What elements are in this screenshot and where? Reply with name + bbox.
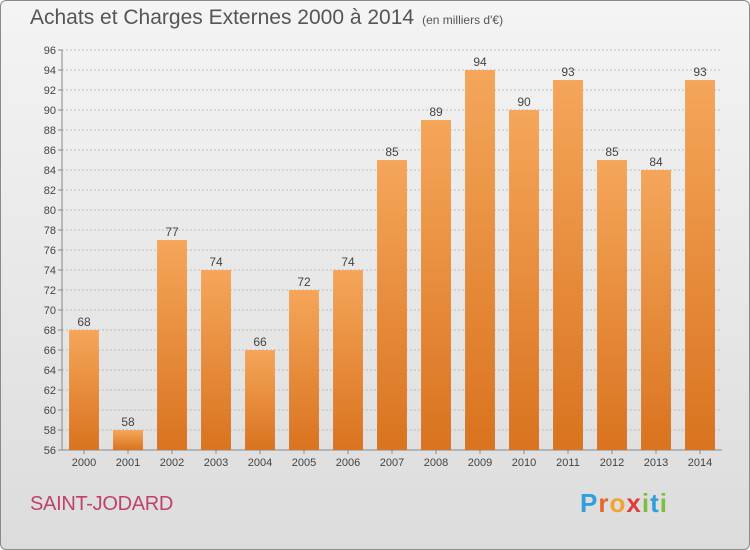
- x-tick-label: 2003: [204, 457, 228, 469]
- logo-letter: i: [641, 488, 651, 518]
- y-tick-label: 80: [44, 205, 56, 217]
- x-tick-label: 2013: [644, 457, 668, 469]
- x-tick-label: 2010: [512, 457, 536, 469]
- chart-unit: (en milliers d'€): [422, 13, 504, 27]
- x-tick-label: 2001: [116, 457, 140, 469]
- y-tick-label: 62: [44, 385, 56, 397]
- bar: [509, 110, 539, 450]
- bar: [69, 330, 99, 450]
- x-tick-label: 2007: [380, 457, 404, 469]
- x-tick-label: 2002: [160, 457, 184, 469]
- bar: [553, 80, 583, 450]
- y-tick-label: 82: [44, 185, 56, 197]
- x-tick-label: 2006: [336, 457, 360, 469]
- y-axis-ticks: 56 58 60 62 64 66 68 70 72 74 76 78 80 82 84 86 88 90 92 94…: [44, 45, 62, 457]
- x-tick-label: 2009: [468, 457, 492, 469]
- proxiti-logo[interactable]: Proxiti: [580, 488, 668, 519]
- bar-value-labels: 68 58 77 74 66 72 74 85 89 94 90 93 85 84 93: [77, 55, 707, 429]
- bar-value-label: 93: [693, 65, 707, 79]
- bar: [597, 160, 627, 450]
- chart-title-text: Achats et Charges Externes 2000 à 2014: [30, 6, 415, 29]
- bar: [113, 430, 143, 450]
- x-tick-label: 2014: [688, 457, 712, 469]
- location-name: SAINT-JODARD: [30, 493, 174, 515]
- x-tick-label: 2004: [248, 457, 272, 469]
- logo-letter: x: [626, 488, 642, 518]
- y-tick-label: 84: [44, 165, 56, 177]
- y-tick-label: 92: [44, 85, 56, 97]
- y-tick-label: 74: [44, 265, 56, 277]
- bar: [465, 70, 495, 450]
- bar-value-label: 74: [341, 255, 355, 269]
- x-tick-label: 2008: [424, 457, 448, 469]
- x-tick-label: 2000: [72, 457, 96, 469]
- bar-value-label: 72: [297, 275, 311, 289]
- chart-title: Achats et Charges Externes 2000 à 2014 (e…: [30, 6, 503, 30]
- logo-letter: P: [580, 488, 599, 518]
- bar-value-label: 93: [561, 65, 575, 79]
- bar: [201, 270, 231, 450]
- bar: [157, 240, 187, 450]
- x-tick-label: 2012: [600, 457, 624, 469]
- bar-value-label: 66: [253, 335, 267, 349]
- logo-letter: o: [609, 488, 627, 518]
- bar: [289, 290, 319, 450]
- logo-letter: i: [659, 488, 668, 518]
- x-tick-label: 2005: [292, 457, 316, 469]
- y-tick-label: 56: [44, 445, 56, 457]
- bars: [69, 70, 715, 450]
- bar-value-label: 74: [209, 255, 223, 269]
- y-tick-label: 86: [44, 145, 56, 157]
- bar-value-label: 85: [605, 145, 619, 159]
- y-tick-label: 78: [44, 225, 56, 237]
- y-tick-label: 66: [44, 345, 56, 357]
- y-tick-label: 64: [44, 365, 56, 377]
- bar: [245, 350, 275, 450]
- y-tick-label: 76: [44, 245, 56, 257]
- bar-value-label: 90: [517, 95, 531, 109]
- bar-value-label: 89: [429, 105, 443, 119]
- y-tick-label: 72: [44, 285, 56, 297]
- y-tick-label: 88: [44, 125, 56, 137]
- y-tick-label: 90: [44, 105, 56, 117]
- y-tick-label: 60: [44, 405, 56, 417]
- y-tick-label: 96: [44, 45, 56, 57]
- bar: [685, 80, 715, 450]
- logo-letter: t: [650, 488, 660, 518]
- bar-value-label: 84: [649, 155, 663, 169]
- y-tick-label: 58: [44, 425, 56, 437]
- bar: [333, 270, 363, 450]
- y-tick-label: 70: [44, 305, 56, 317]
- bar: [641, 170, 671, 450]
- bar-value-label: 68: [77, 315, 91, 329]
- y-tick-label: 94: [44, 65, 56, 77]
- bar-value-label: 94: [473, 55, 487, 69]
- bar-value-label: 58: [121, 415, 135, 429]
- y-tick-label: 68: [44, 325, 56, 337]
- bar: [421, 120, 451, 450]
- bar-value-label: 77: [165, 225, 179, 239]
- x-tick-label: 2011: [556, 457, 580, 469]
- x-axis-ticks: 2000 2001 2002 2003 2004 2005 2006 2007 2008 2009…: [72, 450, 712, 469]
- bar-value-label: 85: [385, 145, 399, 159]
- bar: [377, 160, 407, 450]
- logo-letter: r: [598, 488, 610, 518]
